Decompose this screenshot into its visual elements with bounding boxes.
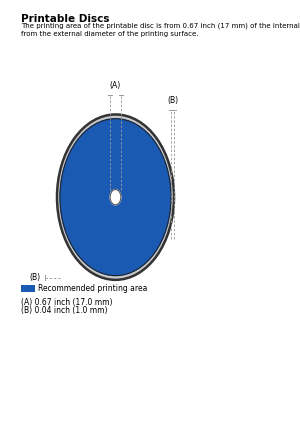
- Circle shape: [60, 119, 171, 276]
- Text: (A) 0.67 inch (17.0 mm): (A) 0.67 inch (17.0 mm): [21, 298, 112, 307]
- Text: (B) 0.04 inch (1.0 mm): (B) 0.04 inch (1.0 mm): [21, 306, 107, 315]
- Text: (B): (B): [29, 273, 40, 282]
- Text: The printing area of the printable disc is from 0.67 inch (17 mm) of the interna: The printing area of the printable disc …: [21, 22, 300, 36]
- Text: (A): (A): [110, 81, 121, 90]
- Text: Printable Discs: Printable Discs: [21, 14, 110, 24]
- Circle shape: [110, 190, 121, 205]
- Circle shape: [57, 114, 174, 280]
- Text: (B): (B): [167, 96, 178, 105]
- Text: Recommended printing area: Recommended printing area: [38, 284, 148, 293]
